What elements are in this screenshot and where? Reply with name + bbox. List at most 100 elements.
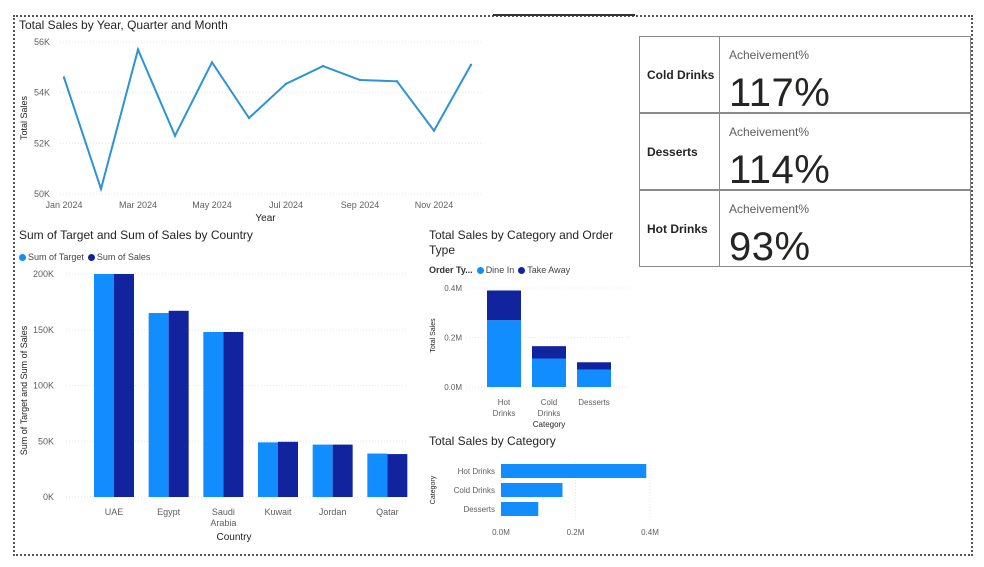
- y-tick-label: 0.4M: [444, 284, 462, 293]
- line-point: [469, 63, 473, 66]
- x-tick-label: Drinks: [538, 409, 561, 418]
- bar-sales: [332, 444, 353, 497]
- y-tick-label: Hot Drinks: [458, 467, 495, 476]
- legend-item-take-away[interactable]: Take Away: [518, 265, 570, 275]
- line-point: [247, 116, 251, 120]
- legend-item-sales[interactable]: Sum of Sales: [87, 252, 151, 262]
- x-tick-label: Hot: [498, 398, 511, 407]
- kpi-value: 93%: [729, 225, 811, 269]
- kpi-row[interactable]: Desserts Acheivement% 114%: [639, 113, 971, 192]
- kpi-value: 114%: [729, 148, 831, 192]
- kpi-label: Acheivement%: [729, 125, 810, 139]
- hbar-chart[interactable]: 0.0M 0.2M 0.4M Hot Drinks Cold Drinks Dessert…: [424, 452, 674, 544]
- line-point: [62, 76, 66, 79]
- line-point: [99, 187, 103, 191]
- y-tick-label: 150K: [33, 325, 54, 335]
- bar-sales: [387, 454, 408, 497]
- legend-dot-icon: [476, 266, 484, 274]
- x-tick-label: May 2024: [192, 200, 232, 210]
- sales-line: [63, 46, 472, 193]
- bar-sales: [168, 310, 189, 497]
- x-tick-label: UAE: [105, 507, 124, 517]
- y-tick-label: 0.2M: [444, 334, 462, 343]
- bar-chart-legend[interactable]: Sum of Target Sum of Sales: [19, 252, 154, 262]
- bar-target: [148, 313, 169, 497]
- y-tick-label: 50K: [34, 189, 50, 199]
- x-tick-label: Desserts: [578, 398, 610, 407]
- x-tick-label: Qatar: [376, 507, 399, 517]
- bar-sales: [278, 441, 298, 497]
- stack-segment-dine-in: [487, 320, 521, 387]
- hbar-chart-title: Total Sales by Category: [429, 434, 556, 448]
- canvas-top-handle: [493, 14, 635, 16]
- kpi-divider: [719, 191, 720, 266]
- line-chart-title: Total Sales by Year, Quarter and Month: [19, 18, 228, 32]
- line-point: [358, 78, 362, 82]
- y-axis-title: Total Sales: [430, 318, 437, 353]
- kpi-category: Desserts: [647, 144, 698, 159]
- y-tick-label: 100K: [33, 381, 54, 391]
- legend-item-dine-in[interactable]: Dine In: [476, 265, 515, 275]
- bar-target: [367, 453, 388, 497]
- line-point: [432, 129, 436, 132]
- y-axis-title: Category: [430, 475, 437, 504]
- line-point: [173, 134, 177, 137]
- x-tick-label: Nov 2024: [415, 200, 454, 210]
- stacked-chart[interactable]: 0.0M 0.2M 0.4M Hot Drinks Cold Drinks Desserts C…: [424, 278, 644, 434]
- x-tick-label: Jan 2024: [45, 200, 82, 210]
- y-tick-label: 50K: [38, 436, 54, 446]
- x-tick-label: 0.4M: [641, 528, 659, 537]
- legend-dot-icon: [87, 253, 95, 261]
- bar-chart-title: Sum of Target and Sum of Sales by Countr…: [19, 228, 253, 242]
- x-axis-title: Country: [216, 532, 251, 543]
- y-axis-title: Sum of Target and Sum of Sales: [19, 325, 29, 455]
- x-axis-title: Year: [255, 213, 276, 224]
- x-axis-title: Category: [533, 420, 565, 429]
- x-tick-label: Cold: [541, 398, 557, 407]
- y-tick-label: 54K: [34, 88, 50, 98]
- stacked-chart-title: Total Sales by Category and Order Type: [429, 228, 614, 257]
- line-chart[interactable]: 50K 52K 54K 56K Jan 2024 Mar 2024 May 2024 Jul …: [16, 32, 486, 228]
- legend-dot-icon: [19, 253, 26, 261]
- line-point: [395, 80, 399, 83]
- line-point: [321, 64, 325, 68]
- y-axis-title: Total Sales: [19, 95, 29, 140]
- x-tick-label: Mar 2024: [119, 200, 157, 210]
- x-tick-label: Kuwait: [264, 507, 292, 517]
- y-tick-label: 200K: [33, 269, 54, 279]
- hbar: [501, 464, 647, 478]
- line-point: [210, 61, 214, 64]
- bar-target: [258, 442, 278, 497]
- legend-item-target[interactable]: Sum of Target: [19, 252, 84, 262]
- x-tick-label: Saudi: [212, 507, 235, 517]
- x-tick-label: Sep 2024: [341, 200, 380, 210]
- kpi-row[interactable]: Cold Drinks Acheivement% 117%: [639, 36, 971, 115]
- y-tick-label: 56K: [34, 37, 50, 47]
- kpi-table: Cold Drinks Acheivement% 117% Desserts A…: [639, 36, 971, 269]
- y-tick-label: Desserts: [463, 505, 495, 514]
- y-tick-label: Cold Drinks: [454, 486, 495, 495]
- stack-segment-dine-in: [577, 369, 611, 387]
- kpi-label: Acheivement%: [729, 48, 810, 62]
- stacked-chart-legend[interactable]: Order Ty... Dine In Take Away: [429, 265, 574, 275]
- y-tick-label: 0.0M: [444, 383, 462, 392]
- kpi-divider: [719, 37, 720, 112]
- bar-target: [203, 331, 224, 497]
- kpi-label: Acheivement%: [729, 202, 810, 216]
- line-point: [284, 82, 288, 85]
- legend-label: Sum of Target: [28, 252, 84, 262]
- x-tick-label: Egypt: [157, 507, 181, 517]
- stack-segment-take-away: [487, 290, 521, 321]
- legend-label: Dine In: [485, 265, 515, 275]
- legend-label: Sum of Sales: [96, 252, 151, 262]
- x-tick-label: Jordan: [319, 507, 347, 517]
- x-tick-label: Jul 2024: [269, 200, 303, 210]
- hbar: [501, 483, 563, 497]
- kpi-row[interactable]: Hot Drinks Acheivement% 93%: [639, 190, 971, 269]
- stack-segment-take-away: [532, 346, 566, 359]
- bar-target: [312, 444, 333, 497]
- x-tick-label: Drinks: [493, 409, 516, 418]
- report-canvas-frame: [13, 15, 973, 556]
- stack-segment-take-away: [577, 362, 611, 370]
